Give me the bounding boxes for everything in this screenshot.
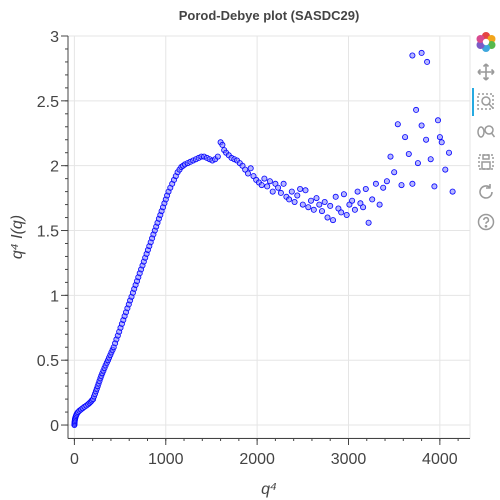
data-point [372,180,379,187]
data-point [291,198,298,205]
bokeh-logo-icon[interactable] [474,30,498,54]
data-point [427,156,434,163]
wheel-zoom-tool-icon[interactable] [474,120,498,144]
data-point [247,165,254,172]
data-point [413,106,420,113]
data-point [307,197,314,204]
data-point [302,187,309,194]
data-point [365,219,372,226]
data-point [316,201,323,208]
data-point [219,141,226,148]
data-point [349,197,356,204]
pan-tool-icon[interactable] [474,60,498,84]
y-axis-label: q⁴ I(q) [9,215,26,259]
grid-lines [68,35,470,438]
x-tick-label: 3000 [331,451,367,468]
data-point [329,217,336,224]
active-tool-indicator [472,88,474,116]
data-point [445,149,452,156]
data-point [258,182,265,189]
data-point [313,195,320,202]
data-point [242,166,249,173]
data-point [318,208,325,215]
data-point [321,198,328,205]
scatter-points [71,49,456,428]
data-point [324,214,331,221]
y-tick-label: 0.5 [37,353,59,370]
y-tick-label: 1 [50,288,59,305]
data-point [434,117,441,124]
data-point [360,204,367,211]
data-point [294,192,301,199]
data-point [354,188,361,195]
data-point [343,211,350,218]
box-zoom-tool-icon[interactable] [474,90,498,114]
x-tick-label: 1000 [148,451,184,468]
data-point [414,160,421,167]
x-tick-label: 2000 [239,451,275,468]
data-point [362,185,369,192]
plot-area [67,35,471,439]
data-point [244,170,251,177]
data-point [286,196,293,203]
data-point [418,122,425,129]
data-point [398,182,405,189]
y-tick-label: 2 [50,159,59,176]
data-point [383,178,390,185]
data-point [423,136,430,143]
data-point [380,184,387,191]
data-point [402,134,409,141]
reset-tool-icon[interactable] [474,180,498,204]
data-point [299,201,306,208]
data-point [442,166,449,173]
data-point [409,52,416,59]
data-point [387,153,394,160]
y-tick-label: 2.5 [37,94,59,111]
data-point [269,188,276,195]
data-point [391,169,398,176]
y-tick-label: 3 [50,29,59,46]
data-point [277,189,284,196]
data-point [261,175,268,182]
data-point [288,188,295,195]
data-point [405,150,412,157]
data-point [351,206,358,213]
chart-title: Porod-Debye plot (SASDC29) [179,8,360,23]
x-tick-label: 4000 [422,451,458,468]
x-tick-label: 0 [70,451,79,468]
axes: 0 0.5 1 1.5 2 2.5 3 0 1000 2000 3000 4000 [37,29,470,468]
data-point [438,139,445,146]
data-point [449,188,456,195]
data-point [297,185,304,192]
data-point [214,153,221,160]
data-point [409,180,416,187]
data-point [431,183,438,190]
x-axis-label: q⁴ [261,481,277,498]
data-point [394,121,401,128]
data-point [418,49,425,56]
data-point [340,191,347,198]
data-point [275,184,282,191]
data-point [280,180,287,187]
data-point [376,201,383,208]
data-point [338,209,345,216]
data-point [266,178,273,185]
data-point [310,206,317,213]
data-point [335,205,342,212]
data-point [424,58,431,65]
y-tick-label: 0 [50,418,59,435]
data-point [436,134,443,141]
help-tool-icon[interactable] [474,210,498,234]
data-point [369,196,376,203]
data-point [332,193,339,200]
y-tick-label: 1.5 [37,224,59,241]
data-point [264,183,271,190]
data-point [305,204,312,211]
data-point [327,202,334,209]
save-tool-icon[interactable] [474,150,498,174]
